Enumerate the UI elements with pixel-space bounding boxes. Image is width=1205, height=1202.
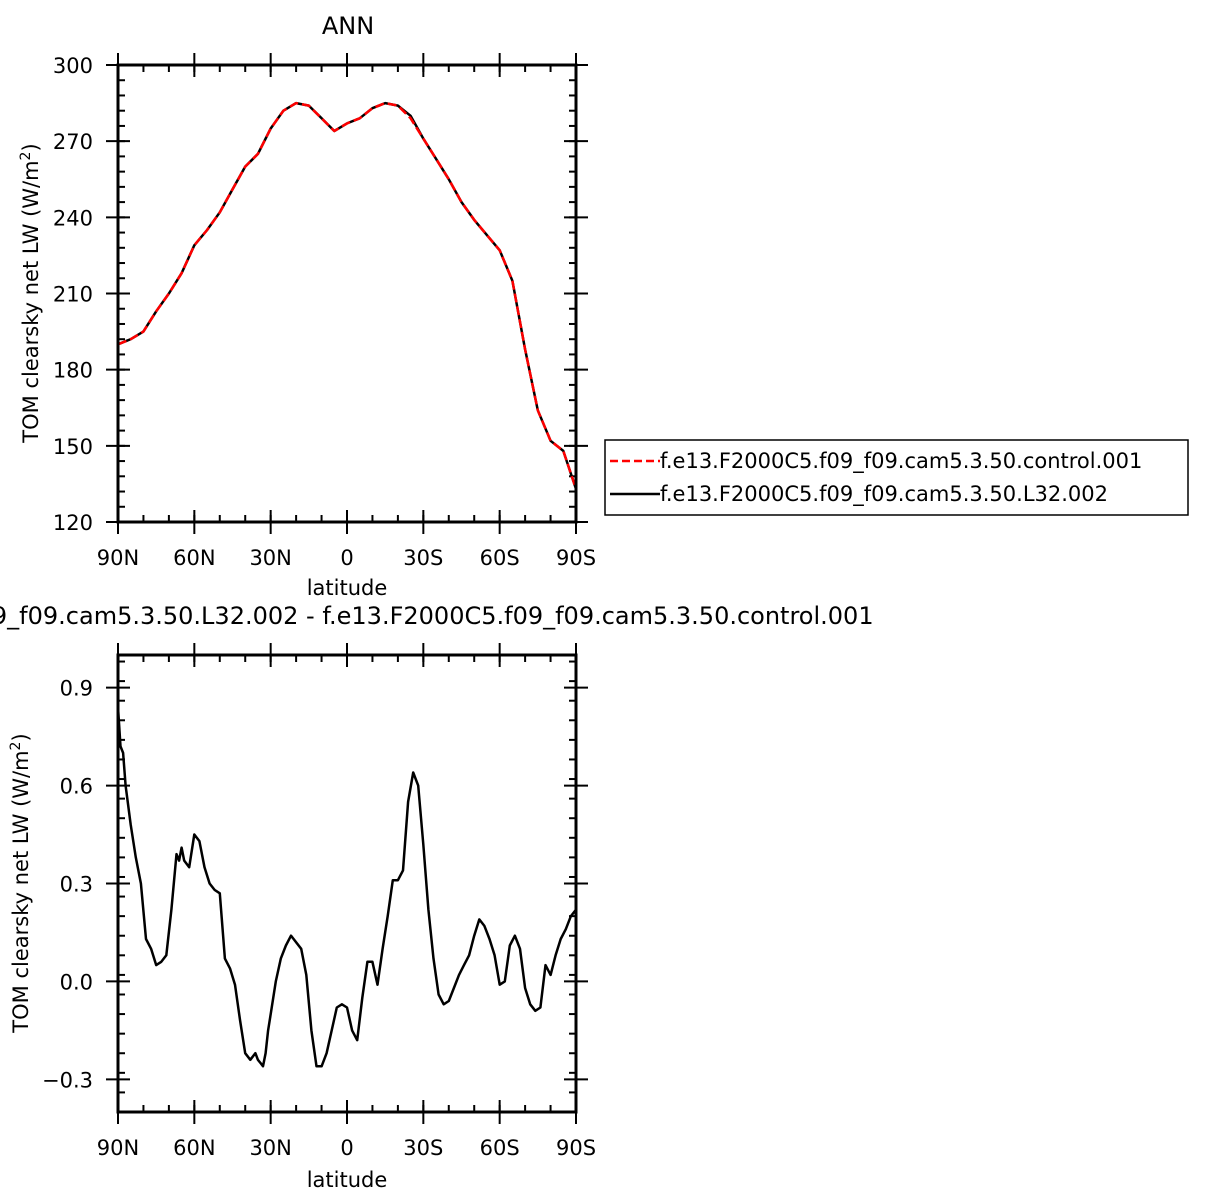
bottom-y-axis-label-main: TOM clearsky net LW (W/m [9, 750, 33, 1033]
top-xtick-label: 0 [340, 546, 353, 570]
top-y-axis-label-main: TOM clearsky net LW (W/m [19, 160, 43, 443]
top-xtick-label: 60S [480, 546, 520, 570]
bottom-xtick-label: 60N [173, 1136, 215, 1160]
top-xtick-label: 60N [173, 546, 215, 570]
top-series-line-0 [117, 101, 578, 490]
bottom-xtick-label: 30S [403, 1136, 443, 1160]
legend-label-l32: f.e13.F2000C5.f09_f09.cam5.3.50.L32.002 [660, 482, 1108, 507]
bottom-y-axis-label-tail: ) [9, 733, 33, 741]
bottom-x-axis-label: latitude [307, 1168, 388, 1192]
top-y-axis-label-sup: 2 [18, 152, 34, 161]
top-xtick-label: 90N [97, 546, 139, 570]
bottom-series-layer [116, 707, 577, 1068]
bottom-x-tick-labels: 90N 60N 30N 0 30S 60S 90S [97, 1136, 596, 1160]
bottom-ytick-label: 0.6 [60, 775, 93, 799]
top-xtick-label: 30S [403, 546, 443, 570]
top-chart-title: ANN [322, 12, 374, 40]
bottom-series-line-0 [116, 707, 577, 1068]
top-ytick-label: 240 [53, 206, 93, 230]
top-ytick-label: 300 [53, 54, 93, 78]
bottom-axis-ticks [106, 643, 588, 1124]
legend: f.e13.F2000C5.f09_f09.cam5.3.50.control.… [604, 439, 1189, 516]
bottom-y-tick-labels: −0.3 0.0 0.3 0.6 0.9 [42, 677, 93, 1093]
top-series-line-1 [117, 101, 578, 490]
top-ytick-label: 210 [53, 283, 93, 307]
top-y-axis-label: TOM clearsky net LW (W/m2) [18, 143, 43, 443]
bottom-xtick-label: 60S [480, 1136, 520, 1160]
top-y-axis-label-tail: ) [19, 143, 43, 151]
bottom-xtick-label: 30N [249, 1136, 291, 1160]
bottom-y-axis-label-sup: 2 [8, 742, 24, 751]
top-ytick-label: 270 [53, 130, 93, 154]
top-series-layer [117, 101, 578, 490]
bottom-xtick-label: 90N [97, 1136, 139, 1160]
top-ytick-label: 180 [53, 359, 93, 383]
bottom-ytick-label: 0.3 [60, 873, 93, 897]
bottom-plot-frame [116, 653, 578, 1114]
top-y-tick-labels: 120 150 180 210 240 270 300 [53, 54, 93, 535]
bottom-xtick-label: 0 [340, 1136, 353, 1160]
top-x-axis-label: latitude [307, 576, 388, 600]
top-ytick-label: 150 [53, 435, 93, 459]
bottom-chart-title: f.e13.F2000C5.f09_f09.cam5.3.50.L32.002 … [0, 602, 874, 630]
top-panel: ANN 120 150 180 210 240 270 300 90N 60N 30N 0 30S 6… [18, 12, 596, 600]
top-xtick-label: 90S [556, 546, 596, 570]
bottom-ytick-label: 0.9 [60, 677, 93, 701]
legend-label-control: f.e13.F2000C5.f09_f09.cam5.3.50.control.… [660, 449, 1142, 474]
top-xtick-label: 30N [249, 546, 291, 570]
top-plot-frame [116, 63, 578, 524]
bottom-ytick-label: 0.0 [60, 970, 93, 994]
bottom-y-axis-label: TOM clearsky net LW (W/m2) [8, 733, 33, 1033]
top-x-tick-labels: 90N 60N 30N 0 30S 60S 90S [97, 546, 596, 570]
top-ytick-label: 120 [53, 511, 93, 535]
bottom-xtick-label: 90S [556, 1136, 596, 1160]
legend-box [604, 439, 1189, 516]
bottom-panel: f.e13.F2000C5.f09_f09.cam5.3.50.L32.002 … [0, 602, 874, 1192]
bottom-ytick-label: −0.3 [42, 1068, 93, 1092]
